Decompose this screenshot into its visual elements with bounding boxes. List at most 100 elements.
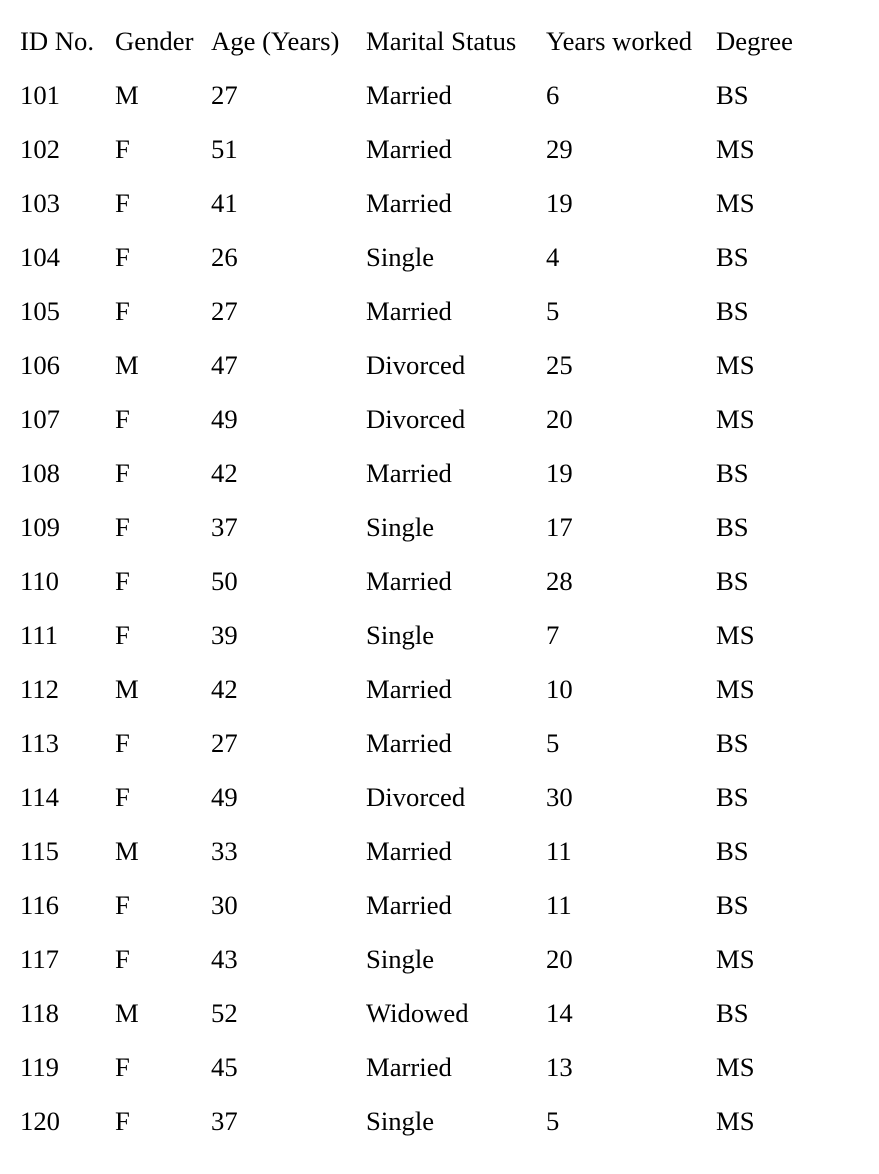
- table-cell: 43: [211, 938, 366, 992]
- table-cell: M: [115, 344, 211, 398]
- table-cell: F: [115, 776, 211, 830]
- table-cell: BS: [716, 452, 816, 506]
- table-cell: 13: [546, 1046, 716, 1100]
- table-cell: 27: [211, 290, 366, 344]
- table-row: 110F50Married28BS: [20, 560, 816, 614]
- employee-data-table: ID No.GenderAge (Years)Marital StatusYea…: [20, 20, 816, 1154]
- table-cell: MS: [716, 668, 816, 722]
- table-cell: 29: [546, 128, 716, 182]
- table-cell: 7: [546, 614, 716, 668]
- table-row: 107F49Divorced20MS: [20, 398, 816, 452]
- table-cell: M: [115, 992, 211, 1046]
- table-cell: M: [115, 668, 211, 722]
- table-cell: BS: [716, 776, 816, 830]
- table-cell: 104: [20, 236, 115, 290]
- table-cell: Married: [366, 290, 546, 344]
- table-row: 102F51Married29MS: [20, 128, 816, 182]
- table-cell: BS: [716, 74, 816, 128]
- table-cell: 27: [211, 722, 366, 776]
- table-cell: F: [115, 938, 211, 992]
- table-cell: F: [115, 506, 211, 560]
- table-cell: F: [115, 398, 211, 452]
- table-cell: BS: [716, 236, 816, 290]
- table-cell: 115: [20, 830, 115, 884]
- table-cell: MS: [716, 1100, 816, 1154]
- table-cell: 120: [20, 1100, 115, 1154]
- table-cell: 117: [20, 938, 115, 992]
- table-cell: MS: [716, 938, 816, 992]
- table-cell: 112: [20, 668, 115, 722]
- column-header: ID No.: [20, 20, 115, 74]
- table-cell: Married: [366, 722, 546, 776]
- table-body: 101M27Married6BS102F51Married29MS103F41M…: [20, 74, 816, 1154]
- column-header: Degree: [716, 20, 816, 74]
- table-row: 114F49Divorced30BS: [20, 776, 816, 830]
- table-cell: Divorced: [366, 776, 546, 830]
- table-cell: 42: [211, 452, 366, 506]
- table-cell: Married: [366, 668, 546, 722]
- table-cell: M: [115, 74, 211, 128]
- table-cell: 25: [546, 344, 716, 398]
- table-row: 112M42Married10MS: [20, 668, 816, 722]
- table-cell: MS: [716, 398, 816, 452]
- table-cell: 33: [211, 830, 366, 884]
- table-cell: Married: [366, 1046, 546, 1100]
- table-cell: 49: [211, 776, 366, 830]
- table-cell: 107: [20, 398, 115, 452]
- table-cell: Single: [366, 938, 546, 992]
- table-cell: F: [115, 182, 211, 236]
- table-row: 113F27Married5BS: [20, 722, 816, 776]
- table-row: 111F39Single7MS: [20, 614, 816, 668]
- table-row: 118M52Widowed14BS: [20, 992, 816, 1046]
- table-cell: 42: [211, 668, 366, 722]
- table-cell: 4: [546, 236, 716, 290]
- column-header: Marital Status: [366, 20, 546, 74]
- table-cell: 49: [211, 398, 366, 452]
- column-header: Years worked: [546, 20, 716, 74]
- table-cell: F: [115, 884, 211, 938]
- column-header: Age (Years): [211, 20, 366, 74]
- table-cell: 106: [20, 344, 115, 398]
- table-cell: 50: [211, 560, 366, 614]
- table-cell: BS: [716, 884, 816, 938]
- table-cell: BS: [716, 830, 816, 884]
- table-row: 108F42Married19BS: [20, 452, 816, 506]
- table-cell: 102: [20, 128, 115, 182]
- table-cell: M: [115, 830, 211, 884]
- table-cell: 116: [20, 884, 115, 938]
- table-cell: 30: [211, 884, 366, 938]
- table-cell: 26: [211, 236, 366, 290]
- table-cell: 105: [20, 290, 115, 344]
- table-row: 116F30Married11BS: [20, 884, 816, 938]
- table-cell: 52: [211, 992, 366, 1046]
- table-cell: 39: [211, 614, 366, 668]
- table-cell: F: [115, 290, 211, 344]
- table-cell: F: [115, 614, 211, 668]
- table-cell: BS: [716, 722, 816, 776]
- table-row: 109F37Single17BS: [20, 506, 816, 560]
- table-cell: Single: [366, 1100, 546, 1154]
- table-row: 105F27Married5BS: [20, 290, 816, 344]
- table-cell: 19: [546, 452, 716, 506]
- table-cell: 17: [546, 506, 716, 560]
- table-cell: Single: [366, 506, 546, 560]
- table-row: 101M27Married6BS: [20, 74, 816, 128]
- table-cell: 119: [20, 1046, 115, 1100]
- table-cell: 47: [211, 344, 366, 398]
- table-cell: Married: [366, 884, 546, 938]
- table-cell: Widowed: [366, 992, 546, 1046]
- table-row: 104F26Single4BS: [20, 236, 816, 290]
- table-cell: 30: [546, 776, 716, 830]
- table-cell: 108: [20, 452, 115, 506]
- table-cell: MS: [716, 1046, 816, 1100]
- table-cell: 114: [20, 776, 115, 830]
- table-cell: F: [115, 722, 211, 776]
- table-row: 117F43Single20MS: [20, 938, 816, 992]
- table-cell: Single: [366, 236, 546, 290]
- table-cell: BS: [716, 560, 816, 614]
- table-cell: Married: [366, 560, 546, 614]
- table-cell: 110: [20, 560, 115, 614]
- table-cell: 5: [546, 290, 716, 344]
- column-header: Gender: [115, 20, 211, 74]
- table-cell: 111: [20, 614, 115, 668]
